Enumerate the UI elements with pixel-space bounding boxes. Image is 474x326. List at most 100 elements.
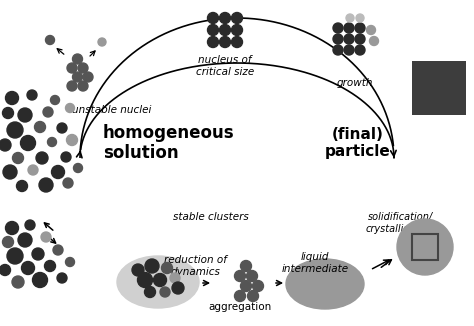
Circle shape [98, 38, 106, 46]
Circle shape [132, 264, 144, 276]
Text: solidification/
crystallisation: solidification/ crystallisation [366, 212, 434, 234]
Circle shape [78, 63, 88, 73]
Circle shape [231, 24, 243, 36]
Circle shape [65, 103, 74, 112]
Circle shape [208, 24, 219, 36]
Circle shape [208, 37, 219, 48]
Circle shape [231, 12, 243, 23]
Circle shape [7, 122, 23, 138]
Circle shape [333, 45, 343, 55]
Circle shape [333, 34, 343, 44]
Circle shape [235, 271, 246, 281]
Circle shape [12, 153, 24, 164]
Circle shape [172, 282, 184, 294]
Circle shape [32, 248, 44, 260]
Circle shape [20, 136, 36, 151]
Circle shape [0, 264, 10, 275]
Circle shape [344, 34, 354, 44]
Circle shape [208, 12, 219, 23]
Ellipse shape [286, 259, 364, 309]
Text: homogeneous
solution: homogeneous solution [103, 124, 235, 162]
Circle shape [219, 37, 230, 48]
Circle shape [41, 232, 51, 242]
Circle shape [27, 90, 37, 100]
Circle shape [65, 258, 74, 266]
Circle shape [12, 276, 24, 288]
Circle shape [73, 72, 82, 82]
Circle shape [231, 37, 243, 48]
Bar [412, 61, 466, 115]
Circle shape [344, 45, 354, 55]
Circle shape [355, 34, 365, 44]
Circle shape [78, 81, 88, 91]
Circle shape [355, 45, 365, 55]
Circle shape [145, 287, 155, 298]
Circle shape [160, 287, 170, 297]
Circle shape [154, 274, 166, 287]
Circle shape [52, 166, 64, 179]
Circle shape [355, 23, 365, 33]
Circle shape [366, 25, 375, 35]
Circle shape [53, 245, 63, 255]
Circle shape [43, 107, 53, 117]
Text: (final)
particle: (final) particle [325, 127, 391, 159]
Circle shape [18, 233, 32, 247]
Circle shape [73, 164, 82, 172]
Circle shape [61, 152, 71, 162]
Text: unstable nuclei: unstable nuclei [73, 105, 152, 115]
Circle shape [333, 23, 343, 33]
Circle shape [240, 260, 252, 272]
Circle shape [18, 108, 32, 122]
Circle shape [247, 290, 258, 302]
Circle shape [83, 72, 93, 82]
Circle shape [246, 271, 257, 281]
Circle shape [63, 178, 73, 188]
Circle shape [25, 220, 35, 230]
Circle shape [46, 36, 55, 45]
Circle shape [0, 139, 11, 151]
Circle shape [47, 138, 56, 146]
Circle shape [235, 290, 246, 302]
Circle shape [356, 14, 364, 22]
Circle shape [7, 248, 23, 264]
Circle shape [6, 92, 18, 105]
Circle shape [28, 165, 38, 175]
Circle shape [219, 24, 230, 36]
Text: growth: growth [337, 78, 373, 88]
Text: stable clusters: stable clusters [173, 212, 249, 222]
Circle shape [3, 165, 17, 179]
Text: liquid
intermediate: liquid intermediate [282, 252, 348, 274]
Circle shape [17, 181, 27, 191]
Circle shape [36, 152, 48, 164]
Circle shape [67, 81, 77, 91]
Circle shape [6, 221, 18, 234]
Ellipse shape [117, 256, 199, 308]
Circle shape [51, 96, 60, 105]
Circle shape [45, 260, 55, 272]
Circle shape [39, 178, 53, 192]
Circle shape [370, 37, 379, 46]
Circle shape [66, 135, 78, 145]
Circle shape [162, 262, 173, 274]
Circle shape [35, 122, 46, 132]
Circle shape [2, 108, 13, 118]
Circle shape [240, 280, 252, 291]
Circle shape [67, 63, 77, 73]
Circle shape [137, 273, 153, 288]
Circle shape [145, 259, 159, 273]
Circle shape [33, 273, 47, 288]
Text: aggregation: aggregation [209, 302, 272, 312]
Circle shape [253, 280, 264, 291]
Bar [412, 234, 438, 260]
Circle shape [57, 273, 67, 283]
Text: reduction of
dynamics: reduction of dynamics [164, 255, 227, 276]
Circle shape [2, 236, 13, 247]
Circle shape [344, 23, 354, 33]
Circle shape [346, 14, 354, 22]
Text: nucleus of
critical size: nucleus of critical size [196, 55, 254, 77]
Circle shape [21, 261, 35, 274]
Circle shape [57, 123, 67, 133]
Circle shape [170, 273, 180, 283]
Circle shape [219, 12, 230, 23]
Circle shape [73, 54, 82, 64]
